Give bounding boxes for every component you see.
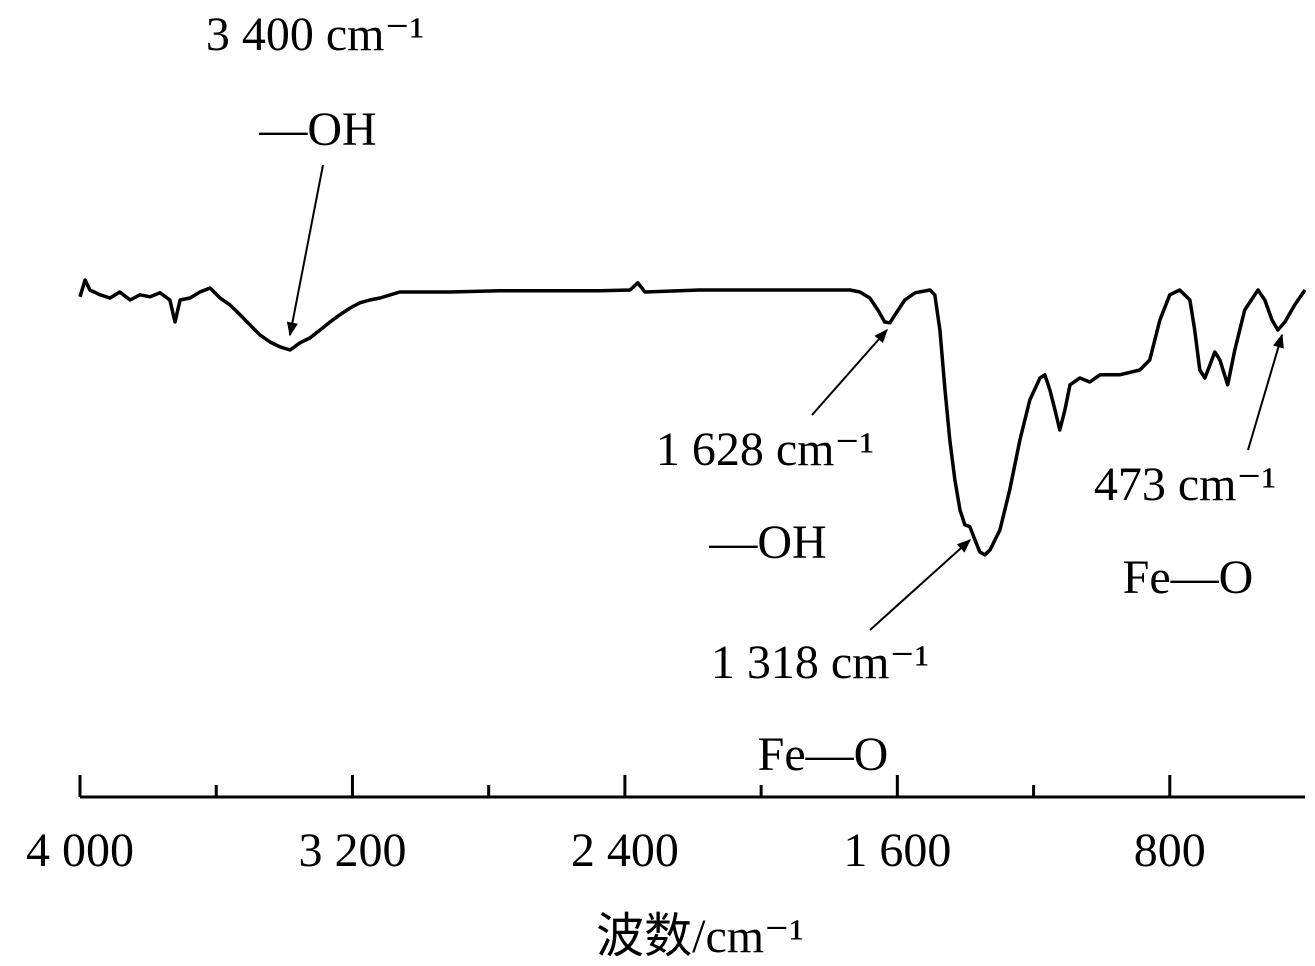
x-tick-label: 1 600	[843, 824, 951, 877]
x-axis-title: 波数/cm⁻¹	[596, 910, 804, 963]
annotation-group: Fe—O	[758, 728, 889, 781]
annotation-label: 3 400 cm⁻¹	[206, 8, 424, 61]
x-tick-label: 4 000	[26, 824, 134, 877]
x-tick-label: 2 400	[571, 824, 679, 877]
annotation-arrow	[286, 164, 324, 337]
annotation-label: 1 318 cm⁻¹	[711, 636, 929, 689]
spectrum-line	[78, 278, 1307, 557]
annotation-label: 1 628 cm⁻¹	[656, 423, 874, 476]
annotation-arrow	[1247, 333, 1284, 451]
x-tick-label: 800	[1134, 824, 1206, 877]
annotation-group: Fe—O	[1123, 551, 1254, 604]
annotation-arrow	[811, 328, 888, 416]
annotation-label: 473 cm⁻¹	[1094, 458, 1276, 511]
annotation-group: —OH	[708, 516, 826, 569]
annotation-group: —OH	[258, 103, 376, 156]
x-tick-label: 3 200	[298, 824, 406, 877]
annotation-arrow	[869, 539, 972, 631]
